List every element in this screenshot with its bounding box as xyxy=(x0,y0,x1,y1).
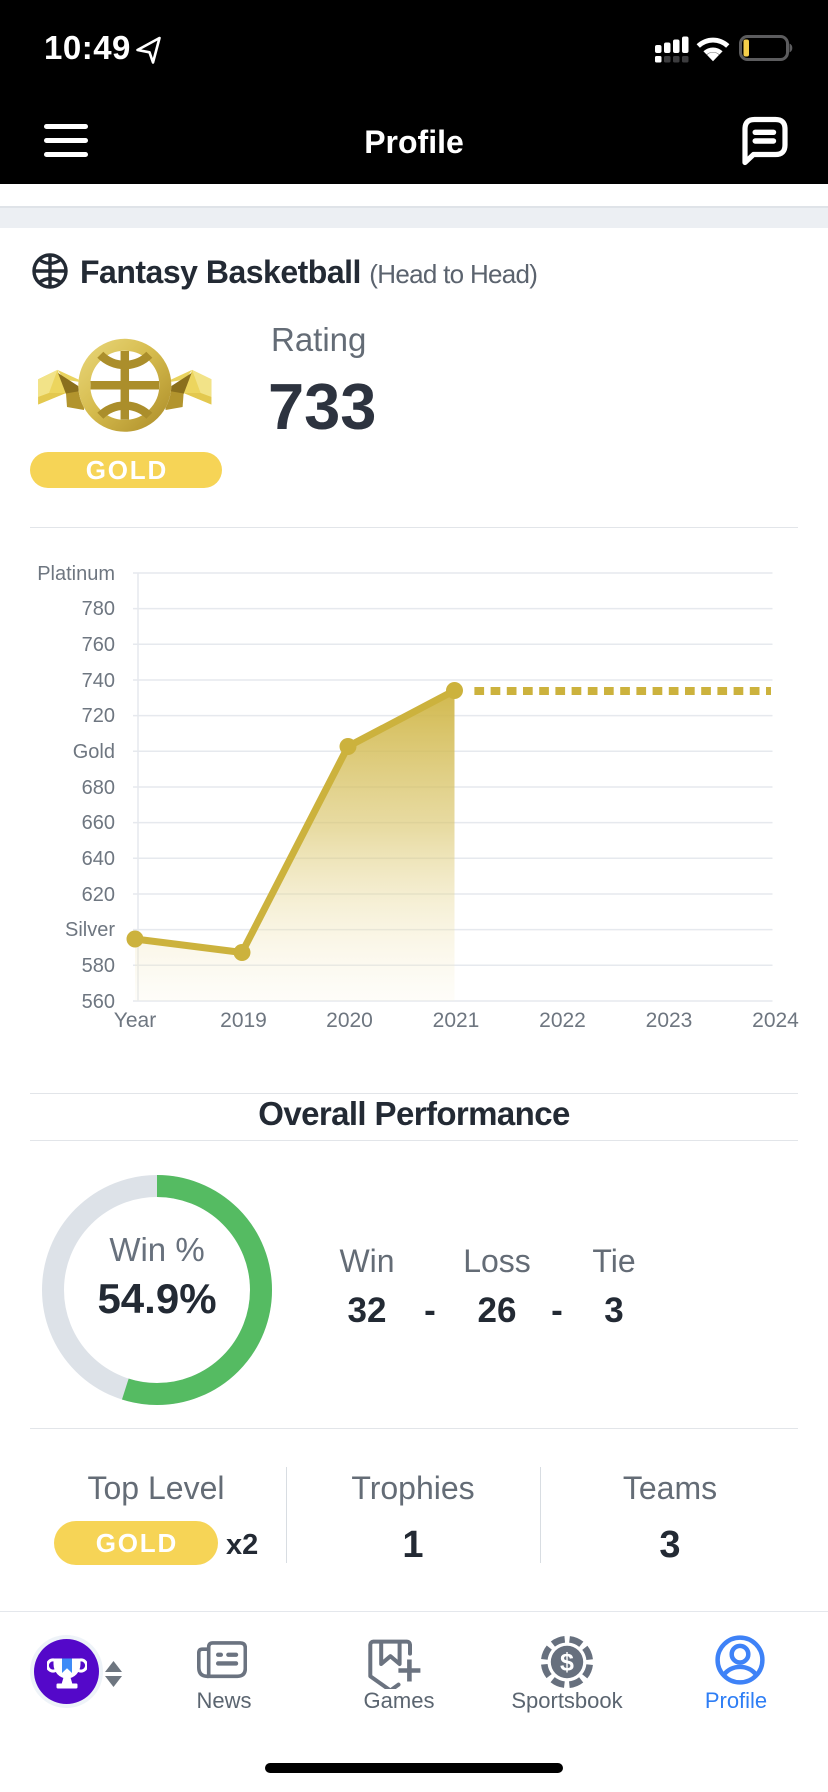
svg-text:$: $ xyxy=(560,1649,574,1677)
